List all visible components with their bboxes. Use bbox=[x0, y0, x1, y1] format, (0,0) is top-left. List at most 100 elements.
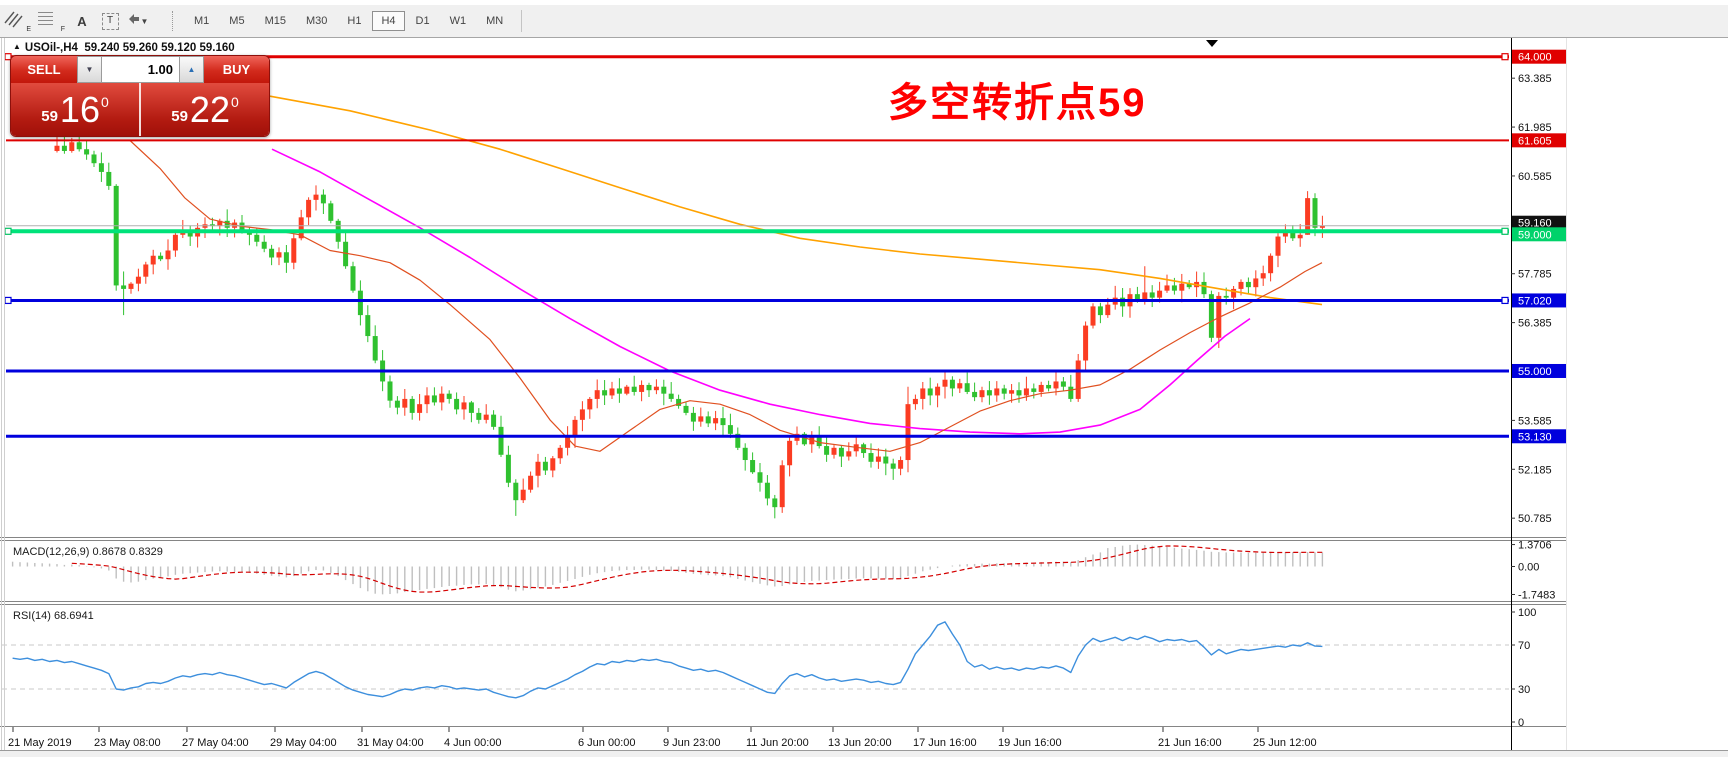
candle-body bbox=[306, 199, 312, 218]
line-handle[interactable] bbox=[4, 296, 12, 305]
candle-body bbox=[912, 398, 918, 405]
candle-body bbox=[668, 393, 674, 399]
toolbar-separator bbox=[521, 10, 523, 32]
candle-body bbox=[1157, 290, 1163, 298]
rsi-tick-label: 30 bbox=[1518, 684, 1530, 696]
pane-separator[interactable] bbox=[0, 537, 1566, 538]
candle-body bbox=[1120, 297, 1126, 307]
time-tick-label: 23 May 08:00 bbox=[94, 737, 161, 749]
candle-body bbox=[158, 255, 164, 260]
sell-button[interactable]: SELL bbox=[11, 56, 77, 83]
candle-body bbox=[609, 388, 615, 396]
fibonacci-grid-icon[interactable]: F bbox=[36, 9, 66, 33]
candle-body bbox=[587, 398, 593, 410]
text-icon[interactable]: A bbox=[77, 13, 87, 29]
candle-body bbox=[143, 264, 149, 277]
timeframe-button-m15[interactable]: M15 bbox=[264, 15, 286, 27]
candle-body bbox=[1290, 229, 1296, 239]
candle-body bbox=[1171, 285, 1177, 291]
candle-body bbox=[898, 460, 904, 469]
volume-decrease-button[interactable]: ▼ bbox=[77, 56, 102, 83]
chart-canvas[interactable]: 63.385 61.985 60.585 57.785 56.385 53.585 52.1… bbox=[0, 37, 1728, 757]
candle-body bbox=[498, 426, 504, 455]
timeframe-button-m1[interactable]: M1 bbox=[194, 15, 210, 27]
timeframe-button-h4[interactable]: H4 bbox=[372, 11, 405, 31]
candle-body bbox=[1223, 295, 1229, 298]
candle-body bbox=[254, 234, 260, 242]
candle-body bbox=[713, 418, 719, 424]
time-tick-label: 13 Jun 20:00 bbox=[828, 737, 892, 749]
toolbar-separator bbox=[172, 11, 178, 31]
time-tick-label: 11 Jun 20:00 bbox=[746, 737, 809, 749]
candle-body bbox=[209, 224, 215, 227]
pane-separator[interactable] bbox=[0, 604, 1566, 605]
buy-price[interactable]: 59 22 0 bbox=[171, 88, 239, 130]
pane-separator-gap bbox=[0, 538, 1566, 540]
candle-body bbox=[1105, 304, 1111, 316]
ma-medium-line bbox=[271, 148, 1251, 435]
candle-body bbox=[394, 400, 400, 408]
chart-shift-marker-icon[interactable] bbox=[1206, 40, 1218, 47]
candle-body bbox=[646, 384, 652, 391]
candle-body bbox=[602, 390, 608, 396]
candle-body bbox=[1275, 236, 1281, 256]
candle-body bbox=[957, 383, 963, 389]
text-label-icon[interactable]: T bbox=[98, 9, 122, 33]
candle-body bbox=[365, 315, 371, 337]
candle-body bbox=[461, 402, 467, 410]
volume-increase-button[interactable]: ▲ bbox=[179, 56, 204, 83]
line-studies-icon[interactable]: E bbox=[2, 9, 32, 33]
timeframe-button-m30[interactable]: M30 bbox=[305, 15, 328, 27]
price-badge bbox=[1512, 49, 1566, 64]
candle-body bbox=[76, 142, 82, 150]
pane-separator[interactable] bbox=[0, 540, 1566, 541]
line-handle[interactable] bbox=[1501, 296, 1509, 305]
time-tick-label: 17 Jun 16:00 bbox=[913, 737, 977, 749]
timeframe-button-w1[interactable]: W1 bbox=[449, 15, 467, 27]
timeframe-button-m5[interactable]: M5 bbox=[229, 15, 245, 27]
window-bottom-border bbox=[0, 750, 1728, 751]
candle-body bbox=[1238, 281, 1244, 289]
candle-body bbox=[979, 390, 985, 398]
candle-body bbox=[875, 456, 881, 462]
candle-body bbox=[343, 241, 349, 267]
candle-body bbox=[565, 437, 571, 448]
time-tick-label: 29 May 04:00 bbox=[270, 737, 337, 749]
arrows-tool-icon[interactable]: ▼ bbox=[126, 9, 160, 33]
sell-price[interactable]: 59 16 0 bbox=[11, 83, 141, 136]
rsi-indicator-label: RSI(14) 68.6941 bbox=[13, 610, 94, 622]
line-handle[interactable] bbox=[4, 227, 12, 235]
candle-body bbox=[594, 390, 600, 399]
candle-body bbox=[883, 456, 889, 464]
candle-body bbox=[579, 409, 585, 420]
toolbar: E F A T ▼ M1 M5 M15 M30 H1 H4 D1 W1 MN bbox=[0, 5, 1728, 38]
candle-body bbox=[616, 388, 622, 394]
candle-body bbox=[557, 447, 563, 459]
price-tick-label: 61.985 bbox=[1518, 122, 1552, 134]
timeframe-button-h1[interactable]: H1 bbox=[347, 15, 362, 27]
candle-body bbox=[424, 395, 430, 405]
one-click-trade-panel: SELL ▼ 1.00 ▲ BUY 59 16 0 59 22 0 bbox=[10, 55, 270, 137]
candle-body bbox=[372, 336, 378, 361]
candle-body bbox=[439, 393, 445, 403]
pane-separator[interactable] bbox=[0, 726, 1566, 727]
line-handle[interactable] bbox=[1501, 53, 1509, 61]
candle-body bbox=[705, 416, 711, 424]
pane-separator-gap bbox=[0, 602, 1566, 604]
price-badge bbox=[1512, 293, 1566, 308]
timeframe-button-d1[interactable]: D1 bbox=[415, 15, 430, 27]
candle-body bbox=[935, 386, 941, 396]
pane-separator[interactable] bbox=[0, 601, 1566, 602]
chevron-up-icon: ▲ bbox=[187, 65, 196, 74]
timeframe-button-mn[interactable]: MN bbox=[486, 15, 504, 27]
candle-body bbox=[483, 414, 489, 420]
candle-body bbox=[683, 405, 689, 413]
buy-button[interactable]: BUY bbox=[204, 56, 269, 83]
candle-body bbox=[868, 453, 874, 462]
candle-body bbox=[313, 194, 319, 200]
volume-input[interactable]: 1.00 bbox=[102, 56, 179, 83]
candle-body bbox=[69, 142, 75, 151]
line-handle[interactable] bbox=[1501, 227, 1509, 235]
chart-annotation-text: 多空转折点59 bbox=[888, 81, 1147, 125]
candle-body bbox=[801, 433, 807, 445]
